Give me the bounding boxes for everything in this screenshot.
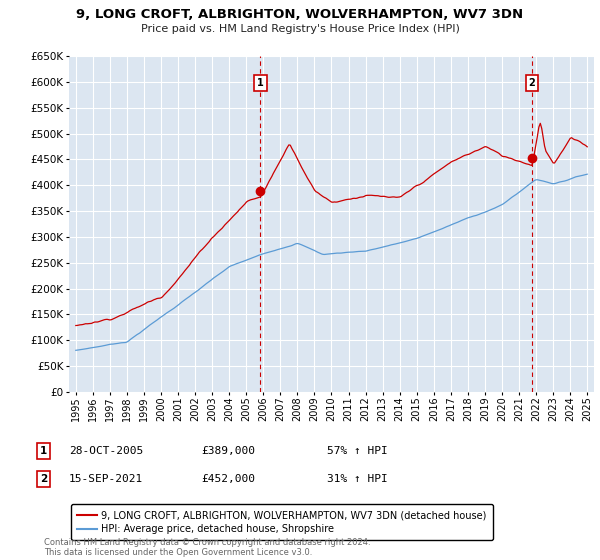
Text: Contains HM Land Registry data © Crown copyright and database right 2024.
This d: Contains HM Land Registry data © Crown c… bbox=[44, 538, 370, 557]
Text: Price paid vs. HM Land Registry's House Price Index (HPI): Price paid vs. HM Land Registry's House … bbox=[140, 24, 460, 34]
Text: 9, LONG CROFT, ALBRIGHTON, WOLVERHAMPTON, WV7 3DN: 9, LONG CROFT, ALBRIGHTON, WOLVERHAMPTON… bbox=[76, 8, 524, 21]
Text: £389,000: £389,000 bbox=[201, 446, 255, 456]
Text: 2: 2 bbox=[529, 78, 535, 88]
Text: 31% ↑ HPI: 31% ↑ HPI bbox=[327, 474, 388, 484]
Text: £452,000: £452,000 bbox=[201, 474, 255, 484]
Text: 1: 1 bbox=[40, 446, 47, 456]
Legend: 9, LONG CROFT, ALBRIGHTON, WOLVERHAMPTON, WV7 3DN (detached house), HPI: Average: 9, LONG CROFT, ALBRIGHTON, WOLVERHAMPTON… bbox=[71, 505, 493, 540]
Text: 28-OCT-2005: 28-OCT-2005 bbox=[69, 446, 143, 456]
Text: 2: 2 bbox=[40, 474, 47, 484]
Text: 57% ↑ HPI: 57% ↑ HPI bbox=[327, 446, 388, 456]
Text: 15-SEP-2021: 15-SEP-2021 bbox=[69, 474, 143, 484]
Text: 1: 1 bbox=[257, 78, 264, 88]
